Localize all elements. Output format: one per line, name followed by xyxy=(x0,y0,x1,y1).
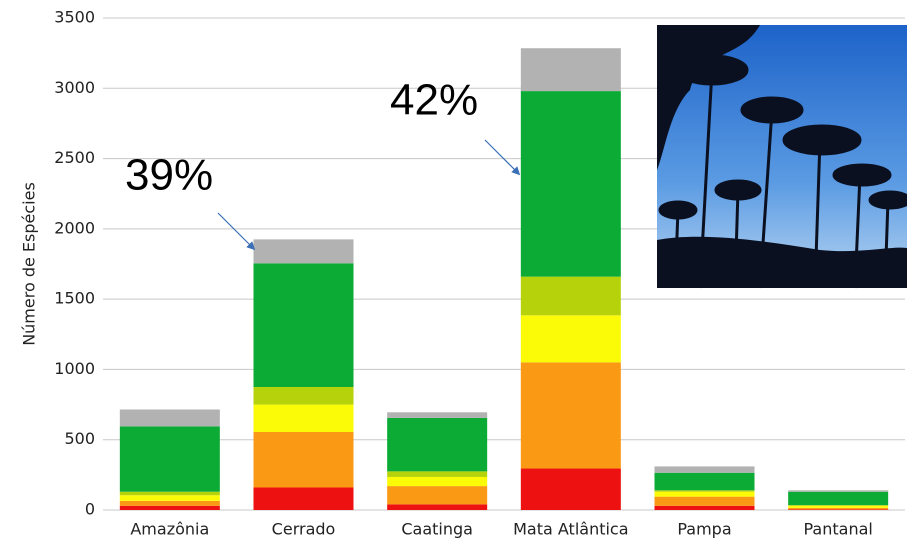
bar-segment xyxy=(520,362,621,469)
x-tick-label: Cerrado xyxy=(272,520,336,539)
bar-segment xyxy=(253,487,354,510)
y-tick-label: 3000 xyxy=(54,78,95,97)
y-tick-label: 2500 xyxy=(54,148,95,167)
bar-segment xyxy=(119,426,220,492)
y-tick-label: 500 xyxy=(64,429,95,448)
x-tick-label: Mata Atlântica xyxy=(513,520,628,539)
y-tick-label: 2000 xyxy=(54,218,95,237)
bar-segment xyxy=(654,505,755,510)
bar-segment xyxy=(119,505,220,510)
bar-segment xyxy=(253,387,354,405)
bar-segment xyxy=(520,276,621,316)
bar-segment xyxy=(654,496,755,506)
bar-segment xyxy=(788,505,889,506)
x-tick-label: Pampa xyxy=(677,520,731,539)
annotation: 42% xyxy=(390,76,478,125)
bar-segment xyxy=(253,404,354,432)
bar-segment xyxy=(387,412,488,418)
bar-segment xyxy=(520,315,621,363)
bar-segment xyxy=(788,490,889,492)
bar-segment xyxy=(253,239,354,264)
x-tick-label: Pantanal xyxy=(803,520,872,539)
bar-segment xyxy=(788,507,889,510)
bar-segment xyxy=(387,504,488,510)
bar-segment xyxy=(387,417,488,472)
y-tick-label: 1000 xyxy=(54,359,95,378)
bar-segment xyxy=(387,471,488,477)
bar-segment xyxy=(654,472,755,491)
arrow xyxy=(484,139,521,176)
photo xyxy=(657,25,907,289)
bar-segment xyxy=(654,466,755,473)
bar-segment xyxy=(253,263,354,387)
arrow xyxy=(217,212,256,251)
annotation: 39% xyxy=(125,151,213,200)
x-tick-label: Caatinga xyxy=(401,520,473,539)
y-tick-label: 3500 xyxy=(54,8,95,27)
bar-segment xyxy=(788,509,889,510)
bar-segment xyxy=(119,500,220,506)
bar-segment xyxy=(119,409,220,427)
bar-segment xyxy=(119,491,220,496)
bar-segment xyxy=(654,490,755,492)
y-tick-label: 1500 xyxy=(54,289,95,308)
bar-segment xyxy=(520,468,621,510)
bar-segment xyxy=(253,431,354,488)
bar-segment xyxy=(387,476,488,487)
y-axis-label: Número de Espécies xyxy=(20,182,39,346)
bar-segment xyxy=(520,48,621,92)
bar-segment xyxy=(520,91,621,277)
bar-segment xyxy=(788,505,889,508)
y-tick-label: 0 xyxy=(85,500,95,519)
bar-segment xyxy=(788,491,889,506)
bar-segment xyxy=(119,495,220,501)
bar-segment xyxy=(387,486,488,505)
bar-segment xyxy=(654,491,755,497)
x-tick-label: Amazônia xyxy=(130,520,209,539)
